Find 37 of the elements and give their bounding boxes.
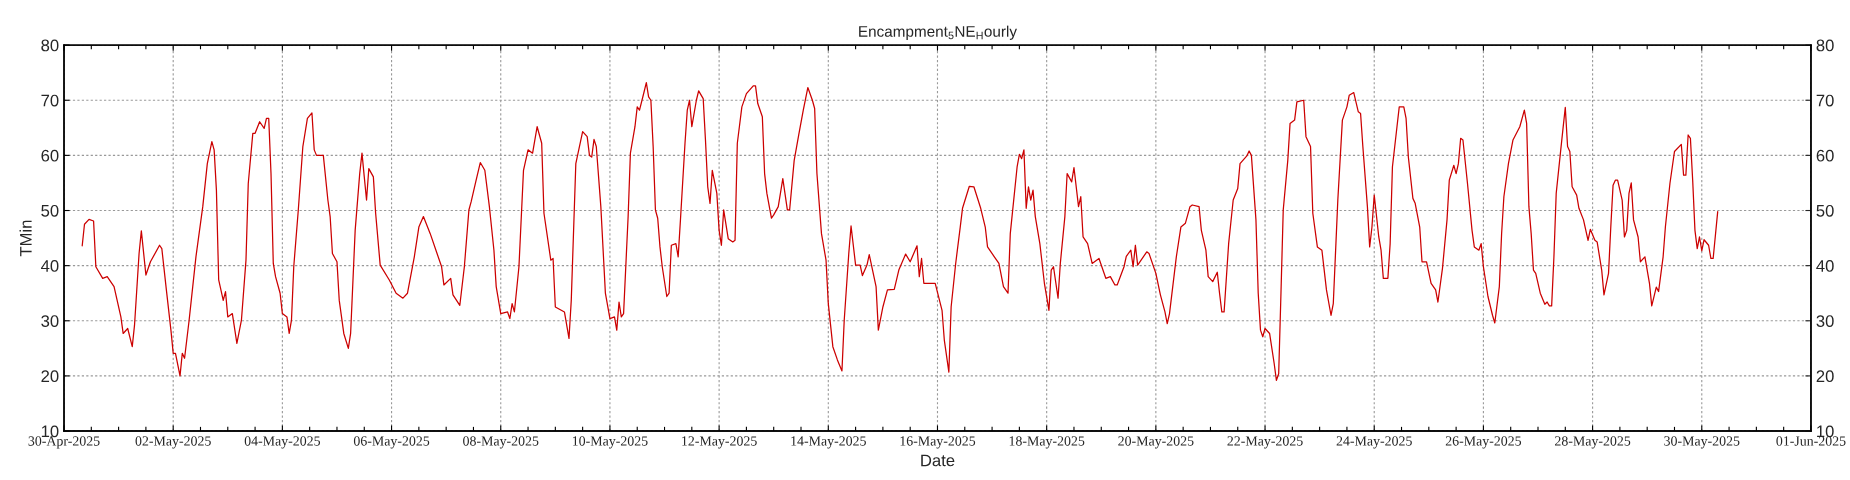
y-tick-label: 10 xyxy=(41,425,59,438)
x-tick-label: 22-May-2025 xyxy=(1227,436,1303,449)
chart-title: Encampment$_{5}$NE$_{H}$ourly xyxy=(859,25,1017,40)
y-tick-label: 40 xyxy=(41,260,59,272)
y2-tick-label: 80 xyxy=(1816,39,1834,52)
x-tick-label: 08-May-2025 xyxy=(463,436,539,449)
x-tick-label: 06-May-2025 xyxy=(353,436,430,449)
y2-tick-label: 40 xyxy=(1816,260,1834,272)
line-series xyxy=(81,81,1719,381)
y2-tick-label: 20 xyxy=(1816,370,1834,383)
x-tick-label: 10-May-2025 xyxy=(572,436,648,449)
y-tick-label: 80 xyxy=(41,39,59,52)
y-tick-label: 30 xyxy=(41,315,59,327)
x-tick-label: 01-Jun-2025 xyxy=(1776,436,1846,446)
y-axis-title: TMin xyxy=(19,220,32,257)
x-tick-label: 04-May-2025 xyxy=(244,436,321,449)
x-tick-label: 12-May-2025 xyxy=(682,436,757,449)
x-tick-label: 24-May-2025 xyxy=(1336,436,1412,449)
y-tick-label: 20 xyxy=(41,370,59,383)
x-tick-label: 18-May-2025 xyxy=(1009,436,1085,449)
x-tick-label: 02-May-2025 xyxy=(135,436,211,449)
x-tick-label: 30-May-2025 xyxy=(1664,436,1740,449)
y2-tick-label: 10 xyxy=(1817,425,1834,438)
x-tick-label: 28-May-2025 xyxy=(1555,436,1631,449)
x-tick-label: 30-Apr-2025 xyxy=(28,436,100,449)
x-tick-label: 26-May-2025 xyxy=(1445,436,1522,449)
x-axis-title: Date xyxy=(921,454,955,467)
y-tick-label: 60 xyxy=(41,149,59,162)
y2-tick-label: 50 xyxy=(1816,204,1834,217)
y-tick-label: 70 xyxy=(41,94,59,107)
y2-tick-label: 60 xyxy=(1816,149,1834,162)
y2-tick-label: 30 xyxy=(1816,315,1834,327)
x-tick-label: 14-May-2025 xyxy=(791,436,866,449)
x-tick-label: 20-May-2025 xyxy=(1118,436,1194,449)
y2-tick-label: 70 xyxy=(1816,94,1834,107)
y-tick-label: 50 xyxy=(41,204,59,217)
x-tick-label: 16-May-2025 xyxy=(900,436,976,449)
